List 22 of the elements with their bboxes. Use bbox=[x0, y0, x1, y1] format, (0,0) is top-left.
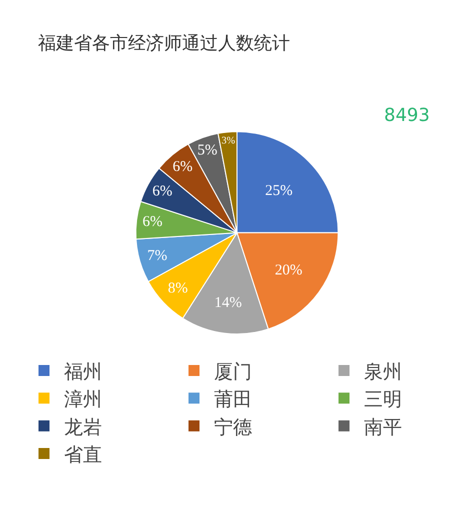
legend-label: 省直 bbox=[64, 444, 102, 466]
legend-label: 漳州 bbox=[64, 388, 102, 411]
data-label: 14% bbox=[214, 295, 242, 312]
data-label: 5% bbox=[197, 142, 218, 158]
legend-label: 龙岩 bbox=[64, 416, 102, 438]
legend-label: 泉州 bbox=[364, 360, 402, 383]
text: 8493 bbox=[384, 105, 430, 126]
data-label: 8% bbox=[168, 280, 188, 296]
data-label: 7% bbox=[147, 248, 168, 264]
data-label: 20% bbox=[274, 262, 302, 278]
data-label: 25% bbox=[265, 182, 293, 199]
data-label: 3% bbox=[222, 135, 236, 146]
legend-label: 莆田 bbox=[214, 388, 252, 411]
legend-label: 宁德 bbox=[214, 416, 252, 438]
data-label: 6% bbox=[142, 214, 162, 230]
data-label: 6% bbox=[152, 184, 172, 200]
chart-title: 福建省各市经济师通过人数统计 bbox=[38, 33, 290, 54]
legend-label: 南平 bbox=[364, 416, 402, 438]
legend-label: 福州 bbox=[64, 360, 102, 383]
legend-label: 厦门 bbox=[214, 360, 252, 383]
data-label: 6% bbox=[172, 159, 193, 176]
legend-label: 三明 bbox=[364, 388, 402, 411]
